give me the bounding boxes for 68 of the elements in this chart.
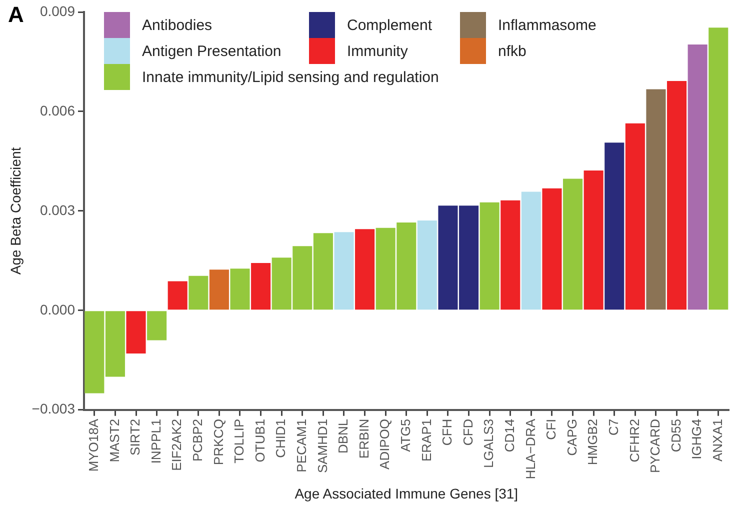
y-tick-label: 0.000 (40, 301, 76, 318)
x-tick-label: PECAM1 (294, 418, 309, 472)
x-tick-label: INPPL1 (148, 418, 164, 464)
x-tick-label: CAPG (564, 418, 580, 456)
legend-label: Antibodies (142, 16, 212, 34)
bar (666, 80, 687, 310)
bar (584, 170, 604, 310)
y-tick-label: −0.003 (32, 400, 76, 417)
x-axis-title: Age Associated Immune Genes [31] (294, 485, 518, 502)
bar (355, 229, 375, 310)
x-tick-label: CFHR2 (626, 418, 642, 462)
bar (126, 311, 146, 354)
x-tick-label: MAST2 (106, 418, 122, 462)
bar (521, 192, 541, 310)
bar (542, 188, 562, 310)
x-tick-label: PRKCQ (210, 418, 226, 466)
x-tick-label: EIF2AK2 (169, 418, 184, 471)
bar (646, 89, 666, 310)
x-tick-label: C7 (606, 418, 621, 436)
y-tick-label: 0.003 (40, 202, 76, 218)
y-tick-label: 0.009 (40, 2, 76, 19)
bar (230, 268, 250, 310)
bar (417, 220, 437, 310)
x-tick-label: PCBP2 (190, 418, 205, 462)
legend-label: Innate immunity/Lipid sensing and regulation (142, 68, 439, 86)
x-tick-label: HLA−DRA (522, 418, 538, 480)
x-tick-label: HMGB2 (585, 418, 600, 466)
text: A (8, 2, 24, 28)
x-tick-label: TOLLIP (232, 418, 247, 464)
legend-label: Inflammasome (498, 16, 596, 34)
x-tick-label: IGHG4 (689, 418, 704, 460)
bar (168, 281, 188, 310)
x-tick-label: DBNL (336, 418, 351, 454)
bar (334, 232, 354, 310)
x-tick-label: PYCARD (648, 418, 663, 474)
legend-label: nfkb (498, 42, 526, 60)
bar (563, 178, 583, 310)
legend-label: Antigen Presentation (142, 42, 282, 60)
y-tick-label: 0.006 (40, 102, 76, 118)
x-tick-label: CFD (460, 418, 476, 446)
x-tick-label: CD55 (668, 418, 684, 452)
x-tick-label: CD14 (502, 418, 517, 452)
x-tick-label: SAMHD1 (314, 418, 330, 474)
bar (708, 28, 728, 310)
bar (188, 276, 208, 310)
bar (480, 202, 500, 310)
x-tick-label: ERBIN (356, 418, 372, 459)
x-tick-label: SIRT2 (128, 418, 143, 456)
x-tick-label: CFH (440, 418, 455, 446)
x-tick-label: ATG5 (398, 418, 413, 452)
bar (500, 200, 520, 310)
bar (147, 311, 167, 340)
x-tick-label: ADIPOQ (377, 418, 392, 470)
legend-label: Immunity (347, 42, 408, 60)
x-tick-label: MYO18A (86, 418, 101, 472)
bar (209, 270, 229, 310)
x-tick-label: LGALS3 (481, 418, 496, 468)
x-tick-label: CFI (544, 418, 559, 440)
bar (625, 123, 645, 310)
x-tick-label: CHID1 (273, 418, 288, 458)
x-tick-label: OTUB1 (252, 418, 268, 462)
x-tick-label: ERAP1 (418, 418, 434, 462)
y-axis-title: Age Beta Coefficient (7, 147, 24, 275)
bar (604, 142, 624, 310)
bar (251, 262, 271, 310)
bar (688, 44, 708, 310)
x-tick-label: ANXA1 (710, 418, 725, 462)
legend-label: Complement (347, 16, 432, 34)
